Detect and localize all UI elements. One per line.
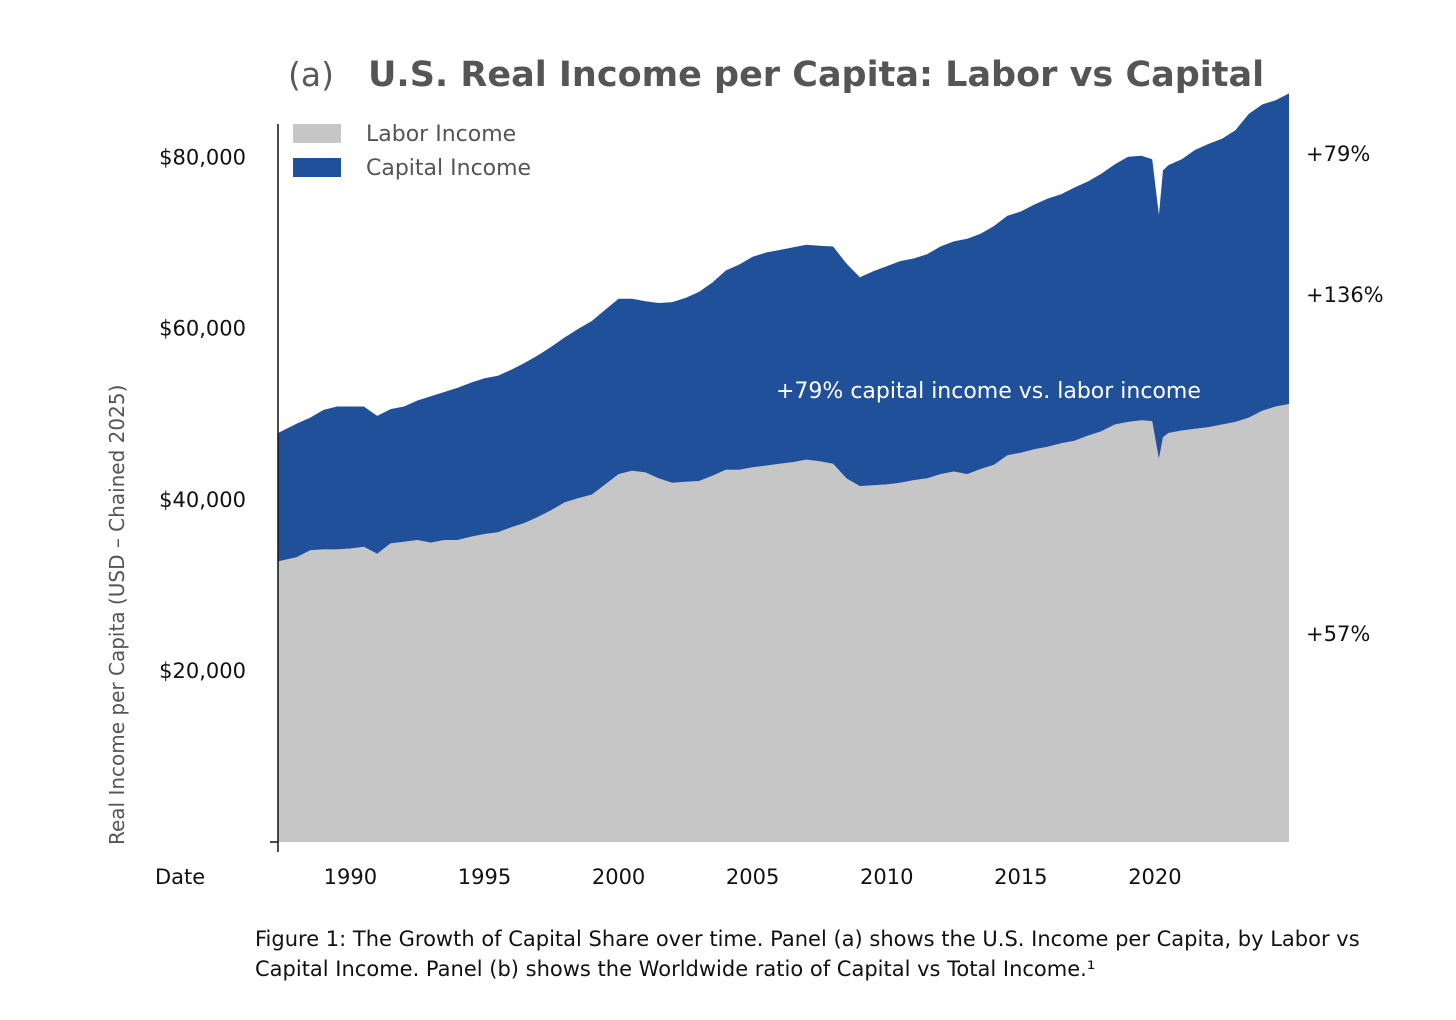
labor-income-area <box>278 404 1289 842</box>
x-tick-label: 2000 <box>592 865 645 889</box>
total-growth-annotation: +79% <box>1306 142 1370 166</box>
capital-vs-labor-annotation: +79% capital income vs. labor income <box>776 379 1201 404</box>
y-tick-label: $80,000 <box>159 146 246 170</box>
area-layer <box>278 93 1289 842</box>
income-area-chart: (a) U.S. Real Income per Capita: Labor v… <box>105 55 1384 889</box>
legend-swatch-capital <box>293 158 341 177</box>
y-axis-title: Real Income per Capita (USD – Chained 20… <box>105 385 129 845</box>
x-tick-labels: 1990 1995 2000 2005 2010 2015 2020 <box>324 865 1182 889</box>
x-axis-title: Date <box>155 865 205 889</box>
capital-income-area <box>278 93 1289 562</box>
y-tick-label: $40,000 <box>159 488 246 512</box>
legend-label-capital: Capital Income <box>366 156 531 181</box>
capital-growth-annotation: +136% <box>1306 283 1384 307</box>
x-tick-label: 1995 <box>458 865 511 889</box>
y-tick-label: $20,000 <box>159 659 246 683</box>
legend-label-labor: Labor Income <box>366 122 516 147</box>
y-tick-labels: $20,000 $40,000 $60,000 $80,000 <box>159 146 246 683</box>
axes <box>270 124 279 852</box>
y-tick-label: $60,000 <box>159 317 246 341</box>
x-tick-label: 1990 <box>324 865 377 889</box>
panel-label: (a) <box>288 55 334 94</box>
labor-growth-annotation: +57% <box>1306 622 1370 646</box>
x-tick-label: 2005 <box>726 865 779 889</box>
x-tick-label: 2010 <box>860 865 913 889</box>
x-tick-label: 2020 <box>1128 865 1181 889</box>
legend: Labor Income Capital Income <box>293 122 531 181</box>
chart-title: U.S. Real Income per Capita: Labor vs Ca… <box>368 55 1264 95</box>
figure-caption: Figure 1: The Growth of Capital Share ov… <box>255 927 1360 981</box>
legend-swatch-labor <box>293 124 341 143</box>
x-tick-label: 2015 <box>994 865 1047 889</box>
